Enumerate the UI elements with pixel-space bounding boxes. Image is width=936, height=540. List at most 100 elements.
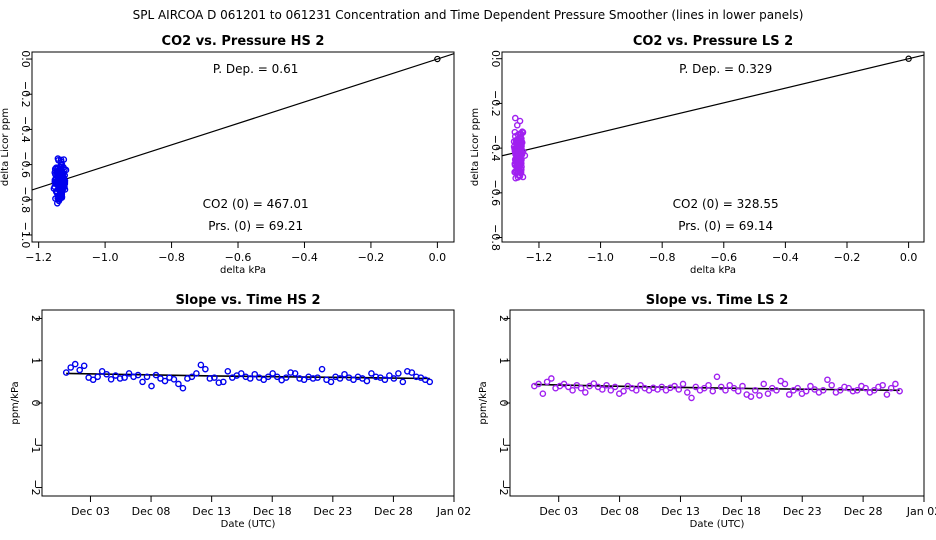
annotation-1: P. Dep. = 0.329: [679, 62, 772, 76]
y-axis-label: ppm/kPa: [478, 381, 489, 424]
data-point: [811, 386, 818, 393]
x-tick-label: Dec 28: [844, 505, 883, 518]
x-tick-label: −0.4: [772, 251, 799, 264]
fit-line: [502, 54, 924, 157]
data-point: [543, 378, 551, 386]
data-point: [143, 373, 151, 381]
data-point: [273, 373, 281, 381]
plot-area: [62, 360, 434, 392]
data-point: [611, 383, 619, 391]
data-point: [237, 370, 245, 377]
panel-1: CO2 vs. Pressure HS 2 −1.2 −1.0 −0.8 −0.6 −0.…: [0, 34, 455, 276]
data-point: [620, 387, 627, 395]
data-point: [513, 148, 521, 156]
data-point: [327, 378, 335, 386]
y-tick-label: −0.4: [19, 116, 32, 143]
data-point: [734, 387, 742, 395]
data-point: [61, 166, 68, 173]
data-point: [582, 389, 589, 396]
data-point: [535, 380, 542, 388]
panel-title: Slope vs. Time LS 2: [646, 293, 789, 308]
y-tick-label: −2: [29, 479, 42, 495]
origin-point: [434, 55, 441, 63]
data-point: [819, 387, 827, 394]
data-point: [887, 384, 895, 392]
data-point: [139, 378, 146, 386]
data-point: [599, 386, 606, 393]
x-tick-label: −0.2: [834, 251, 861, 264]
data-point: [291, 370, 299, 377]
data-point: [211, 374, 218, 381]
data-point: [386, 372, 393, 379]
data-point: [89, 376, 97, 384]
data-point: [517, 131, 525, 138]
data-point: [80, 362, 88, 370]
data-point: [705, 381, 712, 389]
data-point: [193, 370, 200, 377]
data-point: [71, 360, 79, 368]
data-point: [148, 382, 155, 390]
data-point: [845, 384, 852, 392]
data-point: [390, 375, 398, 382]
data-point: [807, 382, 814, 390]
panel-title: Slope vs. Time HS 2: [175, 293, 320, 308]
data-point: [802, 387, 810, 395]
data-point: [98, 367, 106, 375]
y-tick-label: −0.6: [19, 151, 32, 178]
data-point: [713, 373, 721, 381]
x-tick-label: −0.4: [291, 251, 318, 264]
fit-line: [32, 53, 454, 191]
y-tick-label: 1: [29, 357, 42, 364]
plot-frame: [41, 309, 455, 497]
annotation-1: P. Dep. = 0.61: [213, 62, 298, 76]
data-point: [426, 378, 434, 386]
data-point: [314, 374, 321, 381]
data-point: [51, 178, 59, 186]
data-point: [197, 361, 205, 369]
x-axis-label: delta kPa: [220, 265, 266, 276]
data-point: [726, 381, 734, 389]
data-point: [828, 381, 835, 389]
data-point: [849, 387, 857, 395]
y-tick-label: 1: [497, 357, 510, 364]
data-point: [632, 387, 640, 394]
data-point: [675, 386, 683, 393]
x-tick-label: Jan 02: [906, 505, 936, 518]
annotation-3: Prs. (0) = 69.14: [678, 219, 773, 233]
data-point: [853, 387, 861, 394]
data-point: [300, 376, 308, 384]
x-axis-label: delta kPa: [690, 265, 736, 276]
data-point: [683, 389, 691, 396]
data-point: [341, 370, 348, 378]
y-tick-label: 0: [29, 400, 42, 407]
data-point: [175, 380, 182, 388]
x-tick-label: 0.0: [429, 251, 447, 264]
data-point: [264, 373, 272, 381]
panel-title: CO2 vs. Pressure LS 2: [633, 34, 793, 49]
data-point: [282, 374, 290, 381]
x-tick-label: −0.6: [225, 251, 252, 264]
plot-frame: [509, 309, 925, 497]
y-axis-label: delta Licor ppm: [470, 108, 481, 186]
data-point: [363, 377, 371, 385]
data-point: [700, 384, 708, 392]
data-point: [112, 372, 119, 379]
data-point: [76, 366, 83, 374]
y-tick-label: −0.8: [489, 224, 502, 251]
data-point: [50, 185, 58, 192]
data-point: [751, 387, 759, 394]
data-point: [224, 367, 232, 375]
data-point: [692, 383, 700, 391]
y-tick-label: −0.6: [489, 179, 502, 206]
data-point: [260, 376, 268, 384]
data-point: [125, 370, 133, 377]
data-point: [709, 387, 717, 395]
x-axis-label: Date (UTC): [690, 519, 745, 530]
x-tick-label: Dec 08: [132, 505, 171, 518]
y-tick-label: 0.0: [489, 50, 502, 68]
x-tick-label: −1.0: [92, 251, 119, 264]
annotation-3: Prs. (0) = 69.21: [208, 219, 303, 233]
data-point: [836, 387, 844, 394]
plot-area: [502, 54, 924, 182]
data-point: [251, 370, 259, 378]
